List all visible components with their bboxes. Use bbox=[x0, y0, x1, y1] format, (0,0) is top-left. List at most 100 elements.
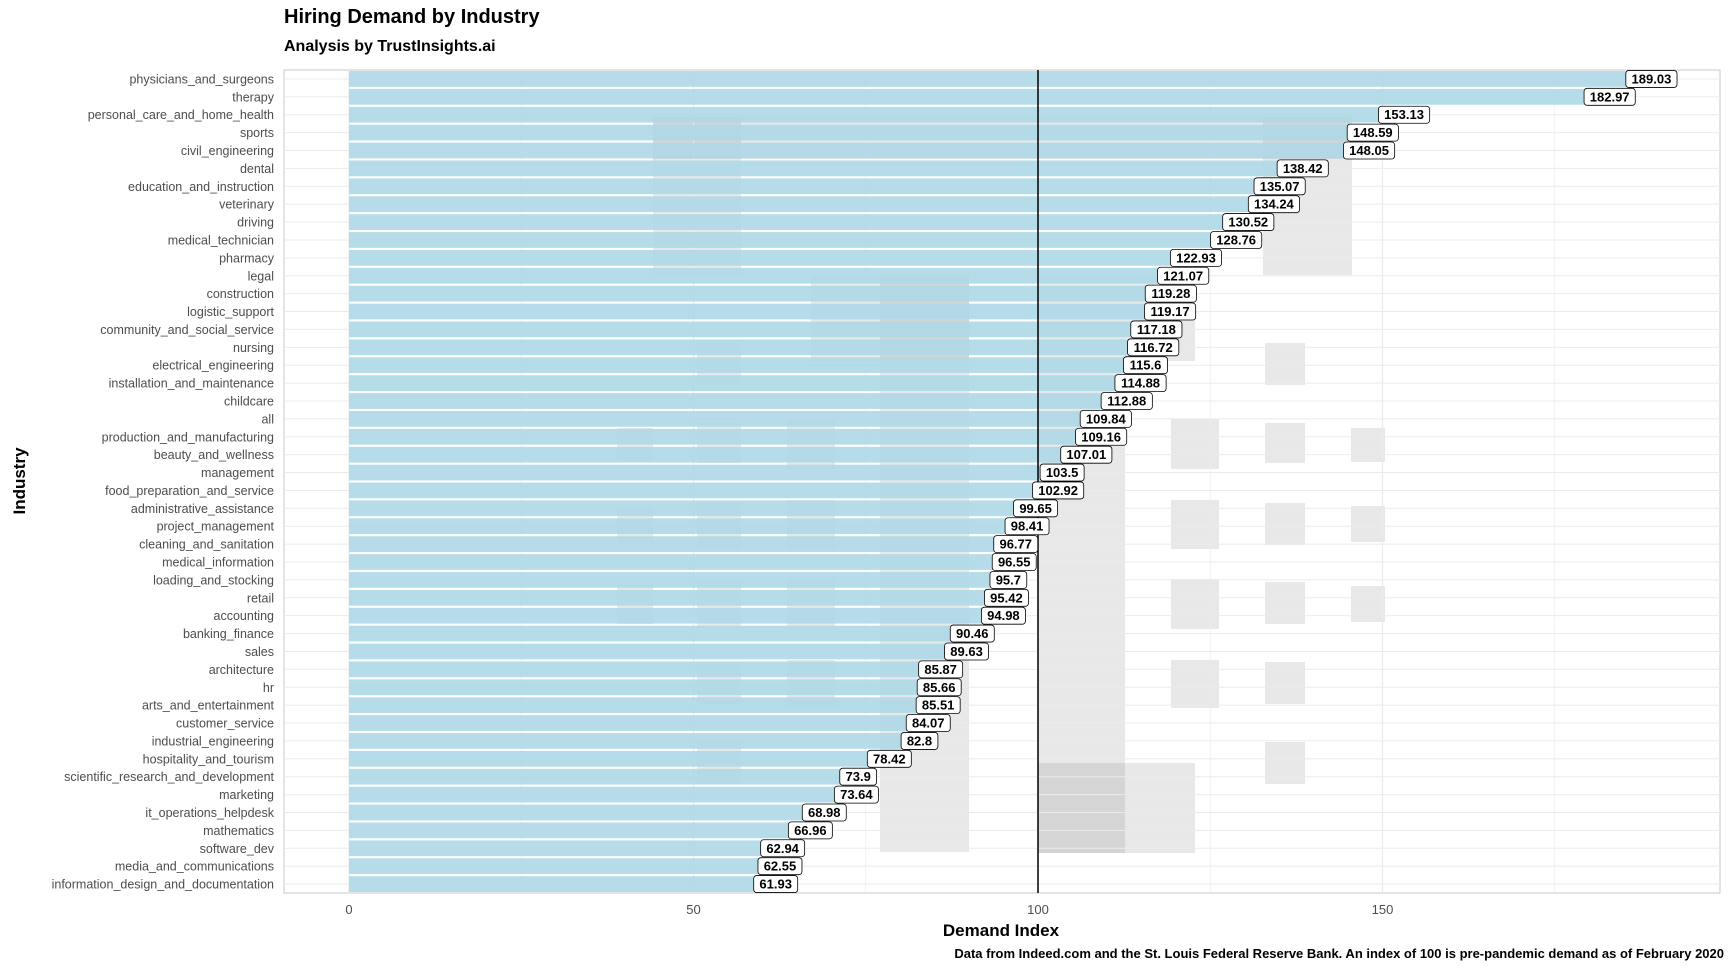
bar-dental bbox=[349, 160, 1303, 177]
value-label-box-5 bbox=[1276, 159, 1329, 178]
value-label-box-35 bbox=[915, 696, 961, 715]
y-tick-label-7: veterinary bbox=[219, 198, 275, 212]
bar-medical_information bbox=[349, 554, 1015, 570]
watermark-block-25 bbox=[1265, 503, 1305, 545]
value-label-box-15 bbox=[1127, 338, 1180, 357]
y-tick-label-3: sports bbox=[240, 126, 274, 140]
y-tick-label-41: it_operations_helpdesk bbox=[145, 806, 274, 820]
value-label-box-19 bbox=[1079, 409, 1132, 428]
y-tick-label-42: mathematics bbox=[203, 824, 274, 838]
x-tick-label-50: 50 bbox=[686, 902, 700, 917]
value-label-box-0 bbox=[1625, 70, 1678, 88]
y-tick-label-28: loading_and_stocking bbox=[153, 573, 274, 587]
value-label-34: 85.66 bbox=[923, 680, 956, 695]
x-axis-label: Demand Index bbox=[943, 921, 1060, 940]
value-label-22: 103.5 bbox=[1046, 465, 1079, 480]
bar-community_and_social_service bbox=[349, 321, 1157, 338]
value-label-box-42 bbox=[787, 821, 833, 840]
y-tick-label-5: dental bbox=[240, 162, 274, 176]
value-label-38: 78.42 bbox=[873, 751, 906, 766]
bar-all bbox=[349, 411, 1106, 427]
value-label-44: 62.55 bbox=[764, 859, 797, 874]
x-tick-label-150: 150 bbox=[1372, 902, 1394, 917]
value-label-box-14 bbox=[1130, 320, 1183, 339]
bar-software_dev bbox=[349, 840, 783, 857]
chart-title: Hiring Demand by Industry bbox=[284, 6, 540, 28]
value-label-box-28 bbox=[989, 571, 1028, 589]
x-axis-tick-labels: 0 50 100 150 bbox=[345, 902, 1393, 917]
bar-arts_and_entertainment bbox=[349, 697, 939, 714]
watermark-block-21 bbox=[1171, 419, 1219, 469]
y-tick-label-38: hospitality_and_tourism bbox=[143, 752, 274, 766]
bar-legal bbox=[349, 267, 1184, 284]
y-tick-label-44: media_and_communications bbox=[115, 860, 274, 874]
y-tick-label-40: marketing bbox=[219, 788, 274, 802]
value-label-box-17 bbox=[1114, 374, 1167, 392]
watermark-block-31 bbox=[1265, 662, 1305, 704]
bar-physicians_and_surgeons bbox=[349, 71, 1652, 87]
value-label-29: 95.42 bbox=[990, 590, 1023, 605]
value-label-box-23 bbox=[1032, 481, 1085, 500]
value-label-17: 114.88 bbox=[1121, 376, 1160, 391]
bar-civil_engineering bbox=[349, 142, 1370, 159]
y-tick-label-24: administrative_assistance bbox=[131, 502, 274, 516]
value-label-40: 73.64 bbox=[840, 787, 873, 802]
value-label-box-9 bbox=[1210, 231, 1263, 249]
watermark-block-26 bbox=[1351, 506, 1385, 542]
bar-installation_and_maintenance bbox=[349, 375, 1141, 391]
value-label-box-38 bbox=[866, 749, 912, 768]
value-label-box-24 bbox=[1013, 499, 1058, 518]
value-label-box-32 bbox=[944, 642, 989, 661]
value-label-28: 95.7 bbox=[996, 572, 1021, 587]
value-label-19: 109.84 bbox=[1086, 411, 1127, 426]
value-label-21: 107.01 bbox=[1066, 447, 1106, 462]
bar-information_design_and_documentation bbox=[349, 876, 776, 892]
value-label-45: 61.93 bbox=[759, 877, 792, 892]
watermark-block-30 bbox=[1171, 660, 1219, 708]
value-label-36: 84.07 bbox=[912, 716, 945, 731]
y-tick-label-39: scientific_research_and_development bbox=[64, 770, 274, 784]
value-label-25: 98.41 bbox=[1011, 519, 1044, 534]
value-label-box-34 bbox=[916, 678, 962, 697]
value-label-box-27 bbox=[991, 553, 1037, 571]
bars bbox=[349, 71, 1652, 892]
value-label-5: 138.42 bbox=[1283, 161, 1323, 176]
value-label-11: 121.07 bbox=[1163, 268, 1203, 283]
watermark-block-33 bbox=[1265, 742, 1305, 784]
y-tick-label-6: education_and_instruction bbox=[128, 180, 274, 194]
y-tick-label-12: construction bbox=[207, 287, 274, 301]
value-label-30: 94.98 bbox=[987, 608, 1020, 623]
value-label-14: 117.18 bbox=[1137, 322, 1176, 337]
value-label-3: 148.59 bbox=[1353, 125, 1393, 140]
bar-personal_care_and_home_health bbox=[349, 106, 1405, 123]
watermark-block-24 bbox=[1171, 500, 1219, 549]
value-label-box-21 bbox=[1060, 445, 1113, 464]
watermark-block-32 bbox=[1265, 343, 1305, 385]
y-axis-label: Industry bbox=[10, 447, 29, 515]
value-label-box-30 bbox=[981, 606, 1026, 625]
value-label-37: 82.8 bbox=[907, 733, 932, 748]
value-label-box-4 bbox=[1343, 141, 1396, 160]
y-tick-label-11: legal bbox=[248, 269, 274, 283]
value-label-box-7 bbox=[1247, 195, 1300, 214]
value-label-box-36 bbox=[905, 714, 951, 732]
y-tick-label-15: nursing bbox=[233, 341, 274, 355]
y-tick-label-8: driving bbox=[237, 216, 274, 230]
y-tick-label-32: sales bbox=[245, 645, 274, 659]
value-label-26: 96.77 bbox=[999, 537, 1032, 552]
value-label-box-2 bbox=[1378, 105, 1431, 124]
bar-loading_and_stocking bbox=[349, 572, 1009, 588]
y-tick-label-2: personal_care_and_home_health bbox=[88, 108, 274, 122]
bar-veterinary bbox=[349, 196, 1274, 213]
x-tick-label-0: 0 bbox=[345, 902, 352, 917]
value-label-box-25 bbox=[1004, 517, 1050, 536]
value-label-box-39 bbox=[839, 767, 877, 786]
value-label-box-22 bbox=[1039, 463, 1085, 482]
y-tick-label-16: electrical_engineering bbox=[152, 359, 274, 373]
value-label-4: 148.05 bbox=[1349, 143, 1389, 158]
value-label-42: 66.96 bbox=[794, 823, 827, 838]
y-tick-label-29: retail bbox=[247, 591, 274, 605]
value-label-box-11 bbox=[1157, 266, 1210, 285]
